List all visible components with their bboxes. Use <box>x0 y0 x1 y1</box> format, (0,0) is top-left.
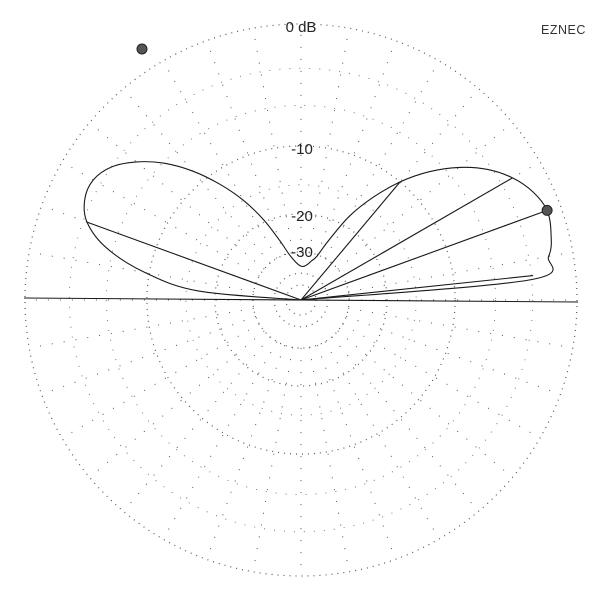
ring-label-minus-10: -10 <box>291 141 313 158</box>
indicator-line <box>300 177 513 301</box>
grid-ring <box>146 145 456 455</box>
grid-spoke <box>252 28 294 253</box>
grid-spoke <box>337 330 513 478</box>
indicator-lines <box>86 177 548 301</box>
grid-spoke <box>316 40 396 255</box>
indicator-line <box>300 275 534 301</box>
grid-spoke <box>162 341 278 540</box>
indicator-line <box>300 181 401 301</box>
grid-ring <box>24 23 578 577</box>
grid-spoke <box>41 315 256 395</box>
indicator-line <box>86 221 302 301</box>
grid-spoke <box>308 28 350 253</box>
ring-label-0db: 0 dB <box>286 19 317 36</box>
brand-label: EZNEC <box>541 23 586 37</box>
grid-spoke <box>348 307 573 349</box>
ring-label-minus-20: -20 <box>291 208 313 225</box>
grid-spoke <box>61 323 260 439</box>
grid-spoke <box>324 60 440 259</box>
indicator-line <box>300 209 548 301</box>
grid-spoke <box>29 251 254 293</box>
grid-ring-minor <box>105 104 497 496</box>
grid-spoke <box>316 345 396 560</box>
pattern-trace <box>83 161 554 301</box>
ring-label-minus-30: -30 <box>291 244 313 261</box>
grid-spoke <box>206 345 286 560</box>
grid-spoke <box>308 347 350 572</box>
grid-spoke <box>324 341 440 540</box>
grid-spoke <box>346 315 561 395</box>
grid-spoke <box>123 336 271 512</box>
grid-spoke <box>337 122 513 270</box>
grid-spoke <box>348 251 573 293</box>
grid-spoke <box>342 323 541 439</box>
grid-ring <box>214 213 388 387</box>
grid-ring-minor <box>68 67 534 533</box>
grid-spoke <box>252 347 294 572</box>
grid-spoke <box>61 161 260 277</box>
grid-spoke <box>162 60 278 259</box>
grid-spoke <box>331 336 479 512</box>
reference-marker[interactable] <box>136 43 148 55</box>
grid-spoke <box>123 88 271 264</box>
grid-spoke <box>89 330 265 478</box>
cursor-marker[interactable] <box>541 204 553 216</box>
grid-spoke <box>206 40 286 255</box>
grid-ring-minor <box>185 184 417 416</box>
grid-spoke <box>29 307 254 349</box>
